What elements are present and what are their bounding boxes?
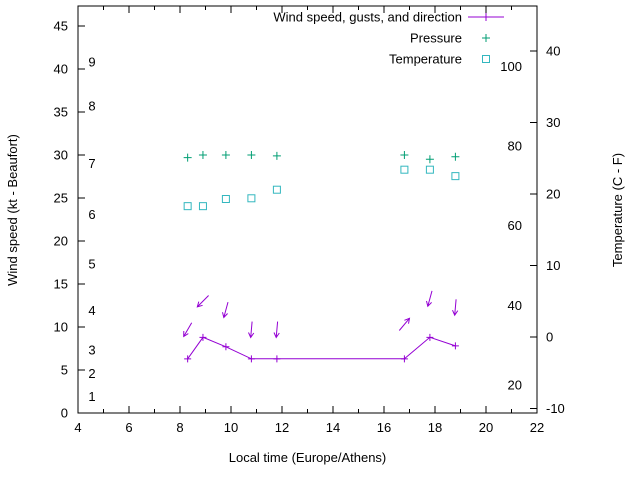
svg-text:20: 20 [546,187,560,202]
svg-text:18: 18 [428,420,442,435]
svg-text:80: 80 [508,139,522,154]
x-axis: 4 6 8 10 12 14 16 18 20 22 [74,6,544,435]
svg-text:5: 5 [88,257,95,272]
svg-text:20: 20 [508,377,522,392]
svg-text:8: 8 [88,98,95,113]
svg-text:16: 16 [377,420,391,435]
svg-text:40: 40 [508,298,522,313]
svg-text:12: 12 [275,420,289,435]
legend: Wind speed, gusts, and direction Pressure… [273,10,504,67]
svg-text:Wind speed, gusts, and directi: Wind speed, gusts, and direction [273,10,462,25]
svg-text:45: 45 [54,19,68,34]
svg-text:-10: -10 [546,401,565,416]
wind-direction-arrows [183,290,459,339]
svg-text:5: 5 [61,363,68,378]
y-axis-right: -10 0 10 20 30 40 20 40 60 80 100 [500,44,565,417]
svg-text:0: 0 [546,330,553,345]
svg-text:30: 30 [54,148,68,163]
svg-text:40: 40 [546,44,560,59]
svg-text:9: 9 [88,55,95,70]
svg-text:6: 6 [88,207,95,222]
svg-text:Wind speed (kt - Beaufort): Wind speed (kt - Beaufort) [5,134,20,286]
svg-text:Temperature (C - F): Temperature (C - F) [610,153,625,267]
svg-text:10: 10 [54,320,68,335]
svg-text:30: 30 [546,115,560,130]
svg-text:100: 100 [500,59,522,74]
svg-text:Local time (Europe/Athens): Local time (Europe/Athens) [229,450,387,465]
axis-titles: Local time (Europe/Athens) Wind speed (kt… [5,134,625,465]
plot-frame [77,5,538,414]
temperature-series [183,165,460,211]
svg-text:4: 4 [88,303,95,318]
svg-text:4: 4 [74,420,81,435]
svg-text:0: 0 [61,406,68,421]
svg-text:20: 20 [54,234,68,249]
svg-text:14: 14 [326,420,340,435]
pressure-series [183,151,460,164]
svg-text:7: 7 [88,156,95,171]
svg-text:3: 3 [88,343,95,358]
svg-text:22: 22 [530,420,544,435]
svg-text:10: 10 [546,258,560,273]
svg-text:20: 20 [479,420,493,435]
svg-text:15: 15 [54,277,68,292]
svg-text:25: 25 [54,191,68,206]
svg-text:6: 6 [125,420,132,435]
svg-text:Pressure: Pressure [410,31,462,46]
svg-text:2: 2 [88,366,95,381]
svg-text:40: 40 [54,62,68,77]
svg-text:10: 10 [224,420,238,435]
svg-text:1: 1 [88,389,95,404]
wind-series [184,333,459,363]
svg-text:35: 35 [54,105,68,120]
svg-text:8: 8 [176,420,183,435]
svg-text:Temperature: Temperature [389,52,462,67]
svg-text:60: 60 [508,218,522,233]
